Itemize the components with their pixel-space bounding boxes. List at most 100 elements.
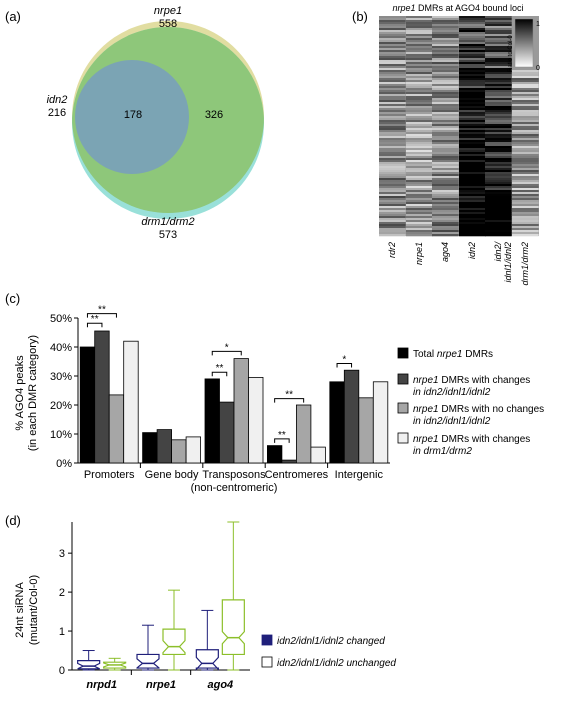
d-x-tick-label: nrpd1 — [86, 679, 117, 691]
heatmap-cell — [406, 146, 433, 149]
c-y-tick-label: 20% — [50, 400, 72, 412]
heatmap-cell — [406, 124, 433, 127]
heatmap-cell — [485, 30, 512, 33]
heatmap-cell — [432, 112, 459, 115]
c-legend-text: nrpe1 DMRs with changes — [413, 375, 530, 386]
heatmap-cell — [432, 206, 459, 209]
heatmap-cell — [379, 88, 406, 91]
heatmap-cell — [459, 24, 486, 27]
heatmap-cell — [406, 74, 433, 77]
heatmap-cell — [485, 132, 512, 135]
heatmap-cell — [432, 34, 459, 37]
heatmap-cell — [406, 76, 433, 79]
heatmap-cell — [485, 196, 512, 199]
heatmap-cell — [432, 66, 459, 69]
heatmap-cell — [406, 68, 433, 71]
heatmap-cell — [432, 130, 459, 133]
d-legend-swatch — [261, 656, 273, 668]
heatmap-cell — [406, 154, 433, 157]
c-bar — [233, 358, 249, 464]
heatmap-cell — [432, 200, 459, 203]
heatmap-cell — [432, 76, 459, 79]
heatmap-cell — [432, 232, 459, 235]
heatmap-column-label: idn2 — [467, 242, 477, 259]
heatmap-cell — [512, 172, 539, 175]
heatmap-cell — [432, 104, 459, 107]
heatmap-cell — [379, 78, 406, 81]
heatmap-cell — [379, 174, 406, 177]
heatmap-cell — [406, 226, 433, 229]
heatmap-cell — [432, 222, 459, 225]
heatmap-cell — [512, 232, 539, 235]
heatmap-cell — [459, 90, 486, 93]
heatmap-cell — [406, 136, 433, 139]
heatmap-cell — [485, 76, 512, 79]
heatmap-cell — [512, 156, 539, 159]
heatmap-cell — [432, 92, 459, 95]
heatmap-cell — [485, 94, 512, 97]
heatmap-cell — [459, 184, 486, 187]
panel-c-ylabel-line1: % AGO4 peaks — [14, 355, 26, 431]
heatmap-cell — [459, 110, 486, 113]
heatmap-cell — [485, 34, 512, 37]
heatmap-cell — [379, 66, 406, 69]
heatmap-cell — [379, 26, 406, 29]
heatmap-cell — [432, 184, 459, 187]
heatmap-column-label: nrpe1 — [414, 242, 424, 265]
heatmap-cell — [379, 184, 406, 187]
heatmap-cell — [406, 44, 433, 47]
heatmap-cell — [485, 98, 512, 101]
heatmap-cell — [406, 70, 433, 73]
heatmap-cell — [432, 208, 459, 211]
heatmap-cell — [485, 92, 512, 95]
heatmap-cell — [432, 84, 459, 87]
heatmap-cell — [406, 120, 433, 123]
heatmap-cell — [485, 82, 512, 85]
heatmap-cell — [379, 208, 406, 211]
heatmap-cell — [432, 126, 459, 129]
heatmap-cell — [432, 144, 459, 147]
heatmap-cell — [379, 22, 406, 25]
heatmap-cell — [406, 118, 433, 121]
heatmap-cell — [459, 204, 486, 207]
heatmap-cell — [512, 170, 539, 173]
heatmap-cell — [512, 208, 539, 211]
heatmap-cell — [432, 38, 459, 41]
c-significance-label: * — [342, 355, 346, 366]
heatmap-cell — [485, 176, 512, 179]
heatmap-cell — [459, 46, 486, 49]
c-bar — [142, 432, 158, 464]
heatmap-cell — [485, 122, 512, 125]
heatmap-cell — [459, 142, 486, 145]
heatmap-cell — [432, 220, 459, 223]
heatmap-cell — [485, 88, 512, 91]
heatmap-cell — [432, 230, 459, 233]
heatmap-cell — [406, 128, 433, 131]
heatmap-cell — [459, 172, 486, 175]
heatmap-cell — [512, 216, 539, 219]
heatmap-cell — [459, 60, 486, 63]
heatmap-cell — [485, 54, 512, 57]
heatmap-cell — [406, 46, 433, 49]
heatmap-cell — [485, 228, 512, 231]
heatmap-cell — [379, 90, 406, 93]
panel-d: (d) 24nt siRNA (mutant/Col-0) 0 1 2 3 nrpd1 n… — [5, 513, 396, 691]
heatmap-cell — [406, 140, 433, 143]
heatmap-cell — [406, 186, 433, 189]
colorbar-label: Ratio to Col-0 — [508, 35, 514, 72]
heatmap-cell — [432, 70, 459, 73]
c-significance-label: * — [225, 342, 229, 353]
heatmap-cell — [406, 214, 433, 217]
heatmap-cell — [512, 92, 539, 95]
heatmap-cell — [432, 114, 459, 117]
heatmap-cell — [485, 194, 512, 197]
heatmap-cell — [406, 174, 433, 177]
heatmap-cell — [512, 76, 539, 79]
heatmap-cell — [432, 36, 459, 39]
heatmap-cell — [459, 216, 486, 219]
c-significance-label: ** — [285, 390, 293, 401]
heatmap-cell — [432, 158, 459, 161]
heatmap-cell — [485, 180, 512, 183]
heatmap-cell — [379, 188, 406, 191]
panel-d-ylabel-line1: 24nt siRNA — [14, 582, 26, 638]
